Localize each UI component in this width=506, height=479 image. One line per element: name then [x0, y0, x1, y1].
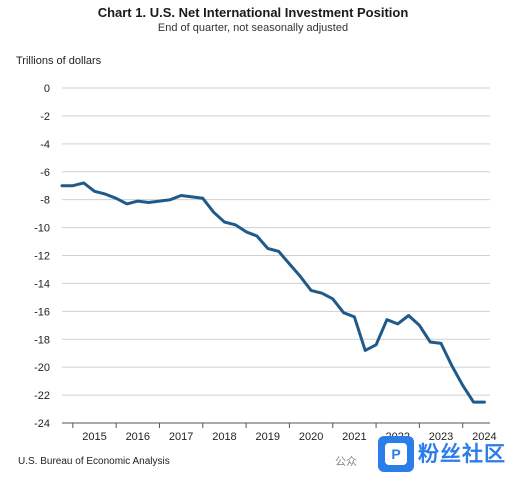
y-tick-label: -4 — [40, 139, 50, 151]
x-tick-label: 2021 — [342, 431, 366, 443]
x-tick-label: 2018 — [212, 431, 236, 443]
y-tick-label: -12 — [34, 251, 50, 263]
chart-subtitle: End of quarter, not seasonally adjusted — [157, 22, 349, 34]
y-tick-label: -24 — [34, 418, 50, 430]
y-tick-label: -2 — [40, 111, 50, 123]
watermark-text: 公众 — [335, 456, 357, 468]
y-tick-label: -10 — [34, 223, 50, 235]
chart-title: Chart 1. U.S. Net International Investme… — [97, 5, 409, 20]
y-tick-label: 0 — [44, 83, 50, 95]
y-tick-label: -22 — [34, 390, 50, 402]
x-tick-label: 2020 — [299, 431, 323, 443]
source-note: U.S. Bureau of Economic Analysis — [18, 456, 170, 467]
x-tick-label: 2024 — [472, 431, 496, 443]
x-tick-label: 2015 — [82, 431, 106, 443]
y-tick-label: -16 — [34, 306, 50, 318]
x-tick-label: 2019 — [256, 431, 280, 443]
y-tick-label: -6 — [40, 167, 50, 179]
watermark-brand: 粉丝社区 — [418, 443, 506, 466]
x-tick-label: 2016 — [126, 431, 150, 443]
x-tick-label: 2017 — [169, 431, 193, 443]
y-tick-label: -20 — [34, 362, 50, 374]
y-tick-label: -18 — [34, 334, 50, 346]
x-tick-label: 2023 — [429, 431, 453, 443]
y-tick-label: -14 — [34, 278, 50, 290]
watermark-badge-glyph: P — [385, 443, 407, 465]
series-line — [60, 181, 486, 404]
watermark-logo-icon: P — [378, 436, 414, 472]
y-tick-label: -8 — [40, 195, 50, 207]
y-axis-label: Trillions of dollars — [16, 55, 102, 67]
